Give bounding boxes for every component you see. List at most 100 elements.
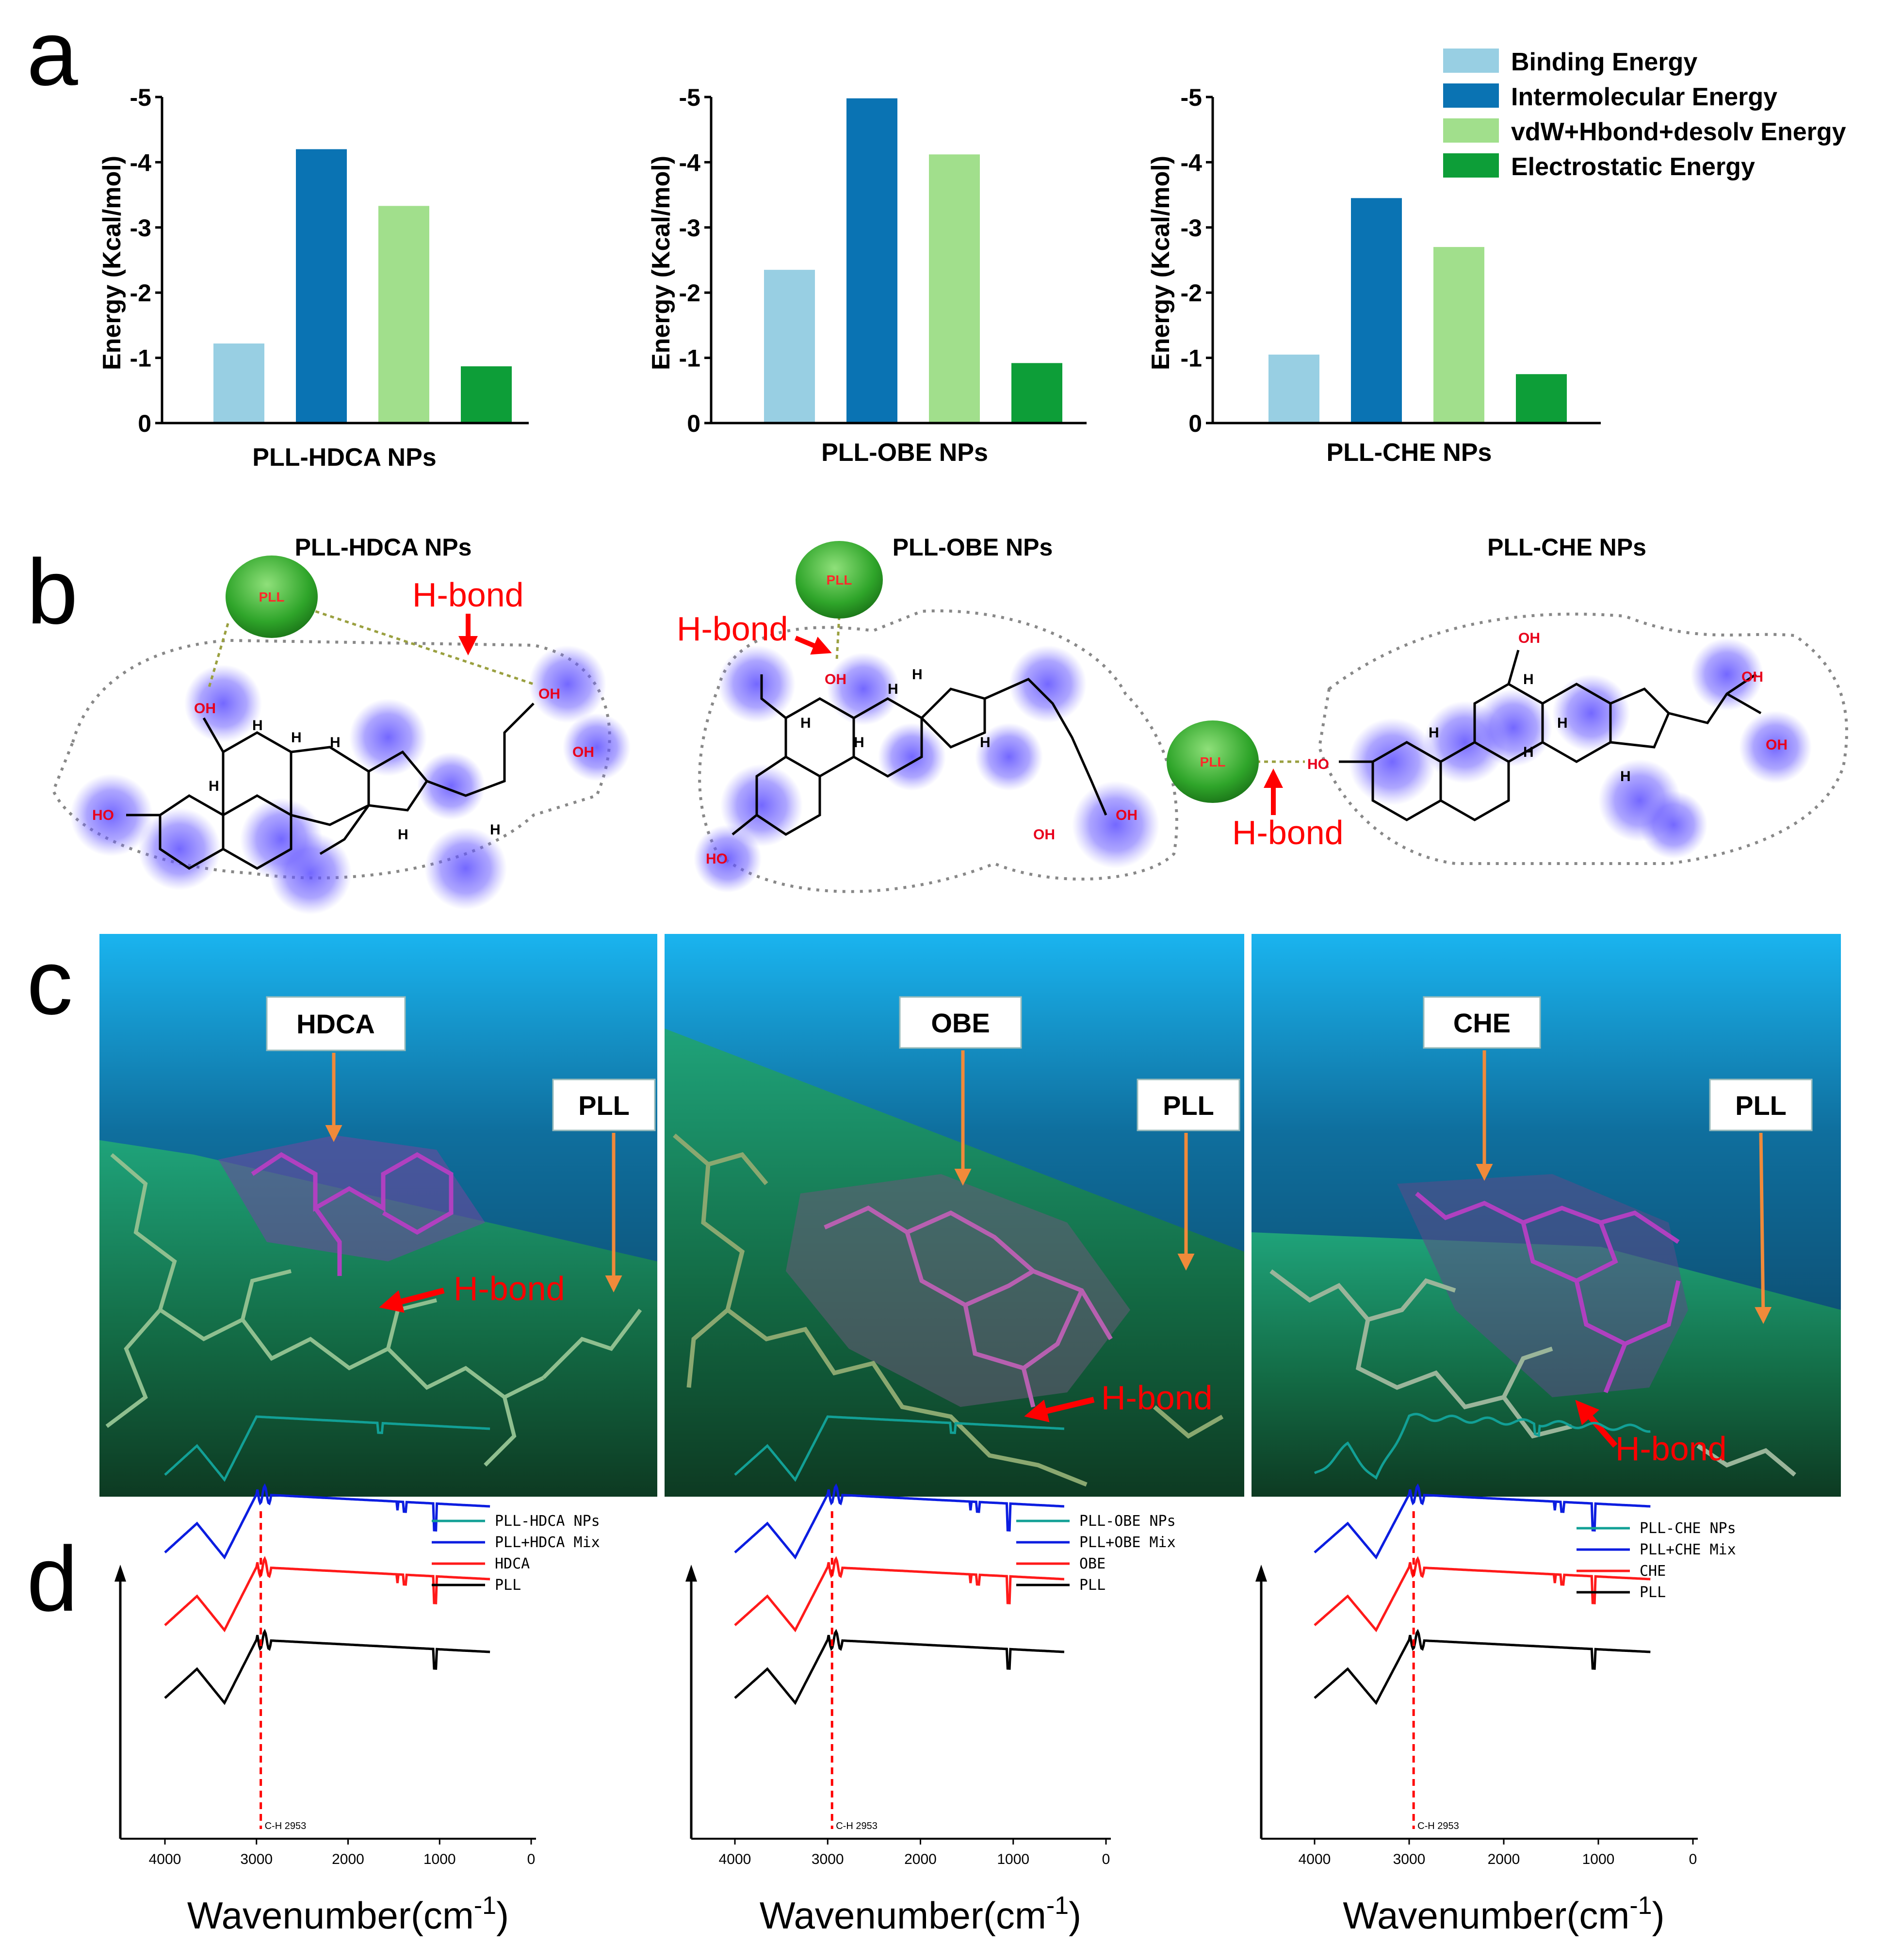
- legend-swatch-intermolecular: [1443, 83, 1499, 108]
- oh-label: OH: [194, 701, 216, 717]
- pll-model: [673, 1133, 1224, 1487]
- y-ticks: 0 -1 -2 -3 -4 -5: [679, 84, 711, 437]
- y-tick-label: -2: [679, 279, 700, 307]
- ch-annotation: C-H 2953: [1417, 1821, 1459, 1831]
- bar-binding-energy: [1268, 354, 1319, 423]
- hbond-label: H-bond: [677, 610, 788, 648]
- ir-spectrum-mix: [734, 1483, 1065, 1560]
- x-category-label: PLL-OBE NPs: [821, 439, 988, 467]
- ir-x-tick-label: 0: [527, 1851, 536, 1867]
- structure-title: PLL-CHE NPs: [1487, 534, 1646, 561]
- ir-x-axis-label: Wavenumber(cm-1): [187, 1892, 509, 1937]
- surface-contour: [51, 638, 611, 880]
- y-tick-label: 0: [1188, 410, 1202, 437]
- ir-legend-label: PLL: [495, 1577, 521, 1594]
- ligand-label: HDCA: [296, 1009, 375, 1039]
- ir-spectrum-mix: [1314, 1483, 1651, 1560]
- ir-spectrum-pll: [1314, 1629, 1651, 1705]
- pll-sphere: [226, 555, 318, 638]
- ir-spectrum-pll: [734, 1629, 1065, 1705]
- ir-x-tick-label: 2000: [1488, 1851, 1520, 1867]
- y-tick-label: -1: [1181, 345, 1202, 372]
- hbond-line: [835, 616, 841, 660]
- bar-intermolecular-energy: [846, 98, 897, 424]
- y-ticks: 0 -1 -2 -3 -4 -5: [1181, 84, 1213, 437]
- structure-hdca: PLL-HDCA NPs HO OH OH OH: [51, 534, 631, 915]
- ir-y-axis-arrow: [114, 1565, 126, 1582]
- oh-label: OH: [538, 686, 560, 702]
- legend-swatch-electrostatic: [1443, 153, 1499, 178]
- bar-electrostatic-energy: [1011, 363, 1062, 423]
- hbond-label: H-bond: [1615, 1430, 1727, 1468]
- hbond-label: H-bond: [1232, 814, 1344, 851]
- h-label: H: [854, 735, 864, 751]
- ir-x-tick-label: 4000: [1299, 1851, 1331, 1867]
- hbond-arrow: [795, 636, 832, 655]
- bar-electrostatic-energy: [1516, 374, 1567, 423]
- h-label: H: [1557, 715, 1568, 731]
- ir-y-axis-arrow: [685, 1565, 697, 1582]
- bar-electrostatic-energy: [461, 366, 512, 423]
- pll-label-box: [552, 1078, 656, 1131]
- molecule-skeleton: [1339, 650, 1762, 821]
- pll-label-box: [1709, 1078, 1813, 1131]
- y-tick-label: -1: [679, 345, 700, 372]
- x-category-label: PLL-HDCA NPs: [252, 443, 436, 472]
- y-tick-label: -3: [1181, 214, 1202, 242]
- ir-spectrum-ligand: [734, 1556, 1065, 1633]
- panel-label-b: b: [27, 540, 78, 643]
- ir-x-tick-label: 2000: [332, 1851, 364, 1867]
- ir-spectrum-np: [734, 1415, 1065, 1482]
- bar-series: [1268, 198, 1567, 423]
- ligand-label: OBE: [931, 1008, 990, 1038]
- ir-x-tick-label: 1000: [1582, 1851, 1615, 1867]
- ligand-label: CHE: [1453, 1008, 1511, 1038]
- bar-vdw-hbond-desolv-energy: [378, 206, 429, 423]
- ir-x-tick-label: 3000: [240, 1851, 273, 1867]
- ir-legend-label: PLL: [1640, 1584, 1666, 1601]
- oh-label: OH: [1116, 807, 1138, 823]
- bar-intermolecular-energy: [1351, 198, 1402, 423]
- ir-x-tick-label: 3000: [1393, 1851, 1426, 1867]
- glow-group: [70, 645, 631, 915]
- y-axis-label: Energy (Kcal/mol): [1147, 156, 1175, 370]
- ir-x-tick-label: 0: [1689, 1851, 1697, 1867]
- ir-panel-3: 4000 3000 2000 1000 0 Wavenumber(cm-1) C-H 295…: [1255, 1413, 1736, 1937]
- y-tick-label: -4: [130, 149, 152, 176]
- ir-legend-label: CHE: [1640, 1563, 1666, 1580]
- h-label: H: [800, 715, 811, 731]
- bar-vdw-hbond-desolv-energy: [929, 154, 980, 424]
- legend-label: Electrostatic Energy: [1511, 153, 1755, 181]
- ir-spectrum-np: [1314, 1413, 1651, 1480]
- ir-legend-label: PLL: [1079, 1577, 1106, 1594]
- legend-swatch-vdw: [1443, 118, 1499, 143]
- ir-spectra: 4000 3000 2000 1000 0 Wavenumber(cm-1) C-H 295…: [114, 1413, 1736, 1937]
- ir-spectrum-pll: [164, 1629, 490, 1705]
- bar-series: [764, 98, 1062, 424]
- y-tick-label: -4: [1181, 149, 1203, 176]
- chart-a1: 0 -1 -2 -3 -4 -5 Energy (Kcal/mol) PLL-HDCA N…: [98, 84, 529, 472]
- ir-x-axis-label: Wavenumber(cm-1): [760, 1892, 1081, 1937]
- surface-contour: [698, 609, 1178, 893]
- pll-label-box: [1137, 1078, 1240, 1131]
- pll-label: PLL: [1163, 1090, 1214, 1121]
- y-tick-label: -3: [130, 214, 151, 242]
- hbond-arrow: [1024, 1397, 1095, 1422]
- oh-label: OH: [1741, 669, 1763, 685]
- bar-series: [213, 149, 512, 423]
- ir-x-tick-label: 4000: [719, 1851, 751, 1867]
- pll-label: PLL: [578, 1090, 630, 1121]
- h-label: H: [980, 735, 991, 751]
- molecule-skeleton: [732, 674, 1107, 836]
- pll-sphere-label: PLL: [259, 589, 285, 604]
- ligand-model: [1415, 1192, 1681, 1393]
- panel-label-a: a: [27, 2, 78, 105]
- hbond-label: H-bond: [454, 1270, 565, 1307]
- ch-annotation: C-H 2953: [265, 1821, 307, 1831]
- hbond-arrow: [1575, 1400, 1618, 1448]
- pll-sphere-label: PLL: [827, 572, 852, 588]
- bar-intermolecular-energy: [296, 149, 347, 423]
- md-snapshot-che: CHE PLL H-bond: [1252, 934, 1841, 1497]
- oh-label: OH: [1766, 737, 1788, 753]
- ir-legend-label: PLL+CHE Mix: [1640, 1541, 1736, 1558]
